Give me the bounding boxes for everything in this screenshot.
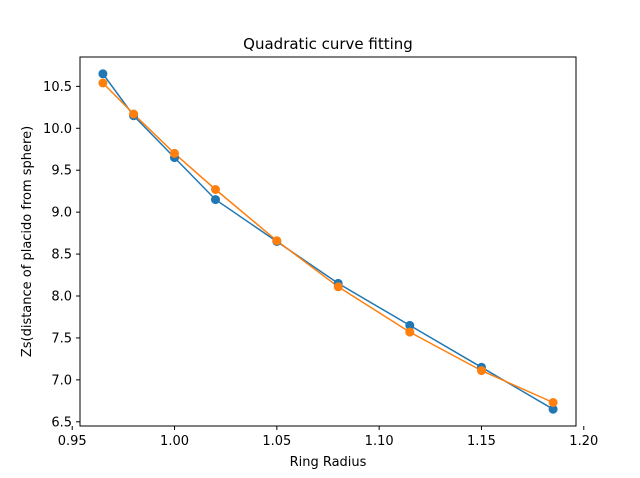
series-2-point bbox=[405, 327, 415, 337]
series-2-point bbox=[211, 185, 220, 194]
x-tick-label: 1.00 bbox=[160, 434, 189, 449]
x-axis-label: Ring Radius bbox=[290, 455, 367, 470]
axes-frame bbox=[79, 56, 577, 427]
chart-title: Quadratic curve fitting bbox=[243, 35, 413, 53]
x-tick-label: 0.95 bbox=[58, 434, 87, 449]
series-1-point bbox=[211, 195, 220, 205]
series-1-point bbox=[405, 320, 415, 330]
y-tick-label: 8.5 bbox=[51, 248, 72, 263]
x-axis-ticks: 0.95 1.00 1.05 1.10 1.15 1.20 bbox=[58, 426, 598, 449]
y-tick-label: 10.5 bbox=[43, 80, 72, 95]
y-tick-label: 9.0 bbox=[51, 206, 72, 221]
series-2-point bbox=[170, 148, 179, 158]
plot-area bbox=[98, 69, 558, 414]
y-tick-label: 9.5 bbox=[51, 164, 72, 179]
series-2-point bbox=[272, 236, 282, 246]
series-2-point bbox=[129, 109, 139, 119]
series-2-point bbox=[477, 366, 486, 376]
series-2-point bbox=[333, 282, 343, 292]
series-1-point bbox=[548, 404, 558, 414]
y-tick-label: 10.0 bbox=[43, 122, 72, 137]
series-2-point bbox=[548, 398, 558, 407]
y-tick-label: 6.5 bbox=[51, 415, 72, 430]
series-1-point bbox=[98, 69, 108, 79]
y-tick-label: 8.0 bbox=[51, 290, 72, 305]
x-tick-label: 1.15 bbox=[467, 434, 496, 449]
y-tick-label: 7.5 bbox=[51, 331, 72, 346]
y-tick-label: 7.0 bbox=[51, 373, 72, 388]
x-tick-label: 1.05 bbox=[262, 434, 291, 449]
y-axis-ticks: 6.5 7.0 7.5 8.0 8.5 9.0 9.5 10.0 10.5 bbox=[43, 80, 80, 430]
y-axis-label: Zs(distance of placido from sphere) bbox=[20, 126, 35, 357]
x-tick-label: 1.10 bbox=[365, 434, 394, 449]
x-tick-label: 1.20 bbox=[569, 434, 598, 449]
series-2-point bbox=[98, 78, 108, 88]
